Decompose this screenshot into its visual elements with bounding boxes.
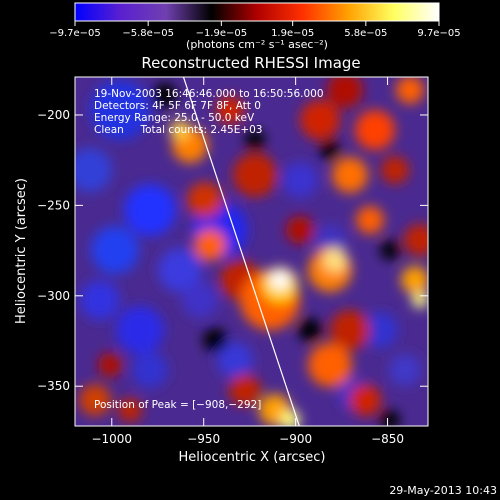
plot-frame — [74, 76, 429, 427]
colorbar-tick-label: −9.7e−05 — [49, 28, 101, 39]
x-tick-label: −1000 — [91, 432, 132, 446]
solar-limb-line — [182, 77, 300, 426]
y-tick-label: −300 — [37, 289, 70, 303]
x-tick-label: −850 — [371, 432, 404, 446]
y-tick-label: −350 — [37, 379, 70, 393]
y-axis-label: Heliocentric Y (arcsec) — [14, 178, 29, 324]
heatmap-image — [75, 77, 428, 426]
annotation-energy-range: Energy Range: 25.0 - 50.0 keV — [94, 112, 255, 124]
colorbar-tick-label: 5.8e−05 — [344, 28, 387, 39]
colorbar-tick-label: −1.9e−05 — [196, 28, 248, 39]
x-axis-label: Heliocentric X (arcsec) — [179, 450, 326, 465]
colorbar-tick-label: 1.9e−05 — [271, 28, 314, 39]
x-tick-label: −900 — [279, 432, 312, 446]
x-tick-label: −950 — [187, 432, 220, 446]
annotation-total-counts: Clean Total counts: 2.45E+03 — [94, 124, 263, 136]
annotation-block: 19-Nov-2003 16:46:46.000 to 16:50:56.000… — [94, 88, 324, 136]
colorbar-ticks: −9.7e−05 −5.8e−05 −1.9e−05 1.9e−05 5.8e−05 9.… — [49, 21, 461, 39]
annotation-time-range: 19-Nov-2003 16:46:46.000 to 16:50:56.000 — [94, 88, 324, 100]
x-axis-ticks: −1000 −950 −900 −850 — [91, 77, 404, 446]
y-tick-label: −250 — [37, 198, 70, 212]
annotation-detectors: Detectors: 4F 5F 6F 7F 8F, Att 0 — [94, 100, 261, 112]
y-tick-label: −200 — [37, 108, 70, 122]
colorbar — [74, 2, 440, 22]
colorbar-tick-label: 9.7e−05 — [417, 28, 460, 39]
annotation-peak-position: Position of Peak = [−908,−292] — [94, 399, 261, 411]
y-axis-ticks: −200 −250 −300 −350 — [37, 108, 428, 393]
chart-title: Reconstructed RHESSI Image — [141, 54, 360, 72]
colorbar-tick-label: −5.8e−05 — [122, 28, 174, 39]
colorbar-unit-label: (photons cm⁻² s⁻¹ asec⁻²) — [186, 38, 328, 51]
timestamp: 29-May-2013 10:43 — [389, 484, 497, 497]
